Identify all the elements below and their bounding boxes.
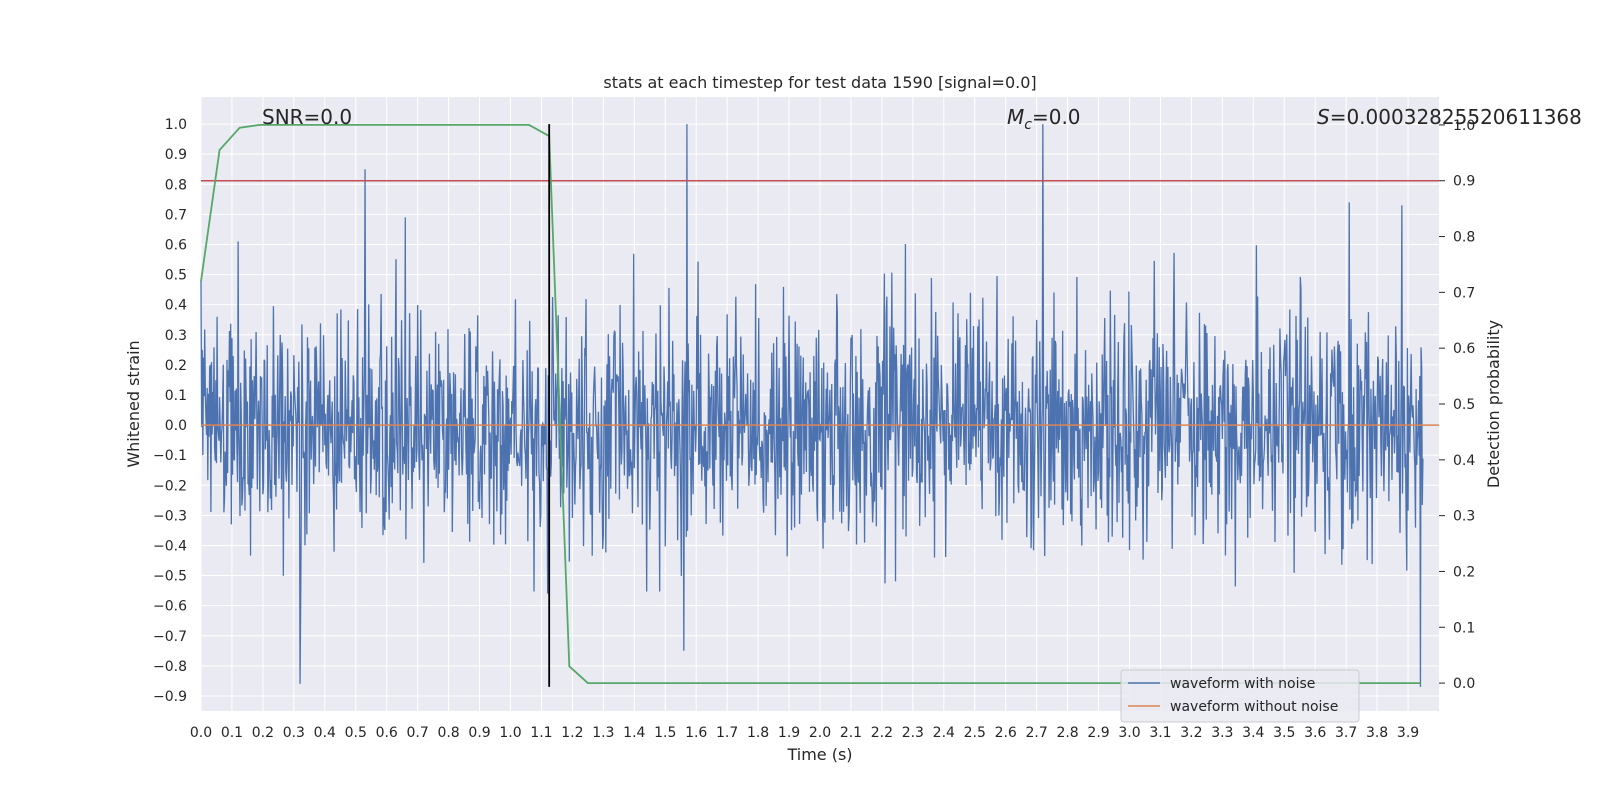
y-axis-label: Whitened strain	[124, 340, 143, 467]
chirp-mass-annotation: Mc=0.0	[1007, 105, 1081, 133]
snr-annotation: SNR=0.0	[262, 105, 352, 129]
x-tick-label: 1.7	[716, 725, 738, 741]
chirp-mass-value: =0.0	[1032, 105, 1081, 129]
x-axis-ticks: 0.0 0.1 0.2 0.3 0.4 0.5 0.6 0.7 0.8 0.9 1.0 1.1 1.2 1…	[190, 725, 1419, 741]
x-tick-label: 2.8	[1056, 725, 1078, 741]
x-tick-label: 0.6	[376, 725, 398, 741]
y-right-tick-label: 0.6	[1453, 341, 1475, 357]
y-tick-label: −0.1	[153, 448, 187, 464]
x-tick-label: 2.2	[871, 725, 893, 741]
grid	[200, 97, 1439, 711]
snr-s-annotation: S=0.00032825520611368	[1317, 105, 1582, 129]
y-tick-label: 0.7	[165, 207, 187, 223]
y-tick-label: −0.9	[153, 689, 187, 705]
x-tick-label: 2.7	[1026, 725, 1048, 741]
s-value: =0.00032825520611368	[1330, 105, 1582, 129]
x-tick-label: 2.3	[902, 725, 924, 741]
x-tick-label: 0.9	[468, 725, 490, 741]
y-tick-label: 0.8	[165, 177, 187, 193]
y-right-tick-label: 0.7	[1453, 285, 1475, 301]
x-tick-label: 3.6	[1304, 725, 1326, 741]
y-right-tick-label: 0.8	[1453, 230, 1475, 246]
y-right-tick-label: 1.0	[1453, 118, 1475, 134]
x-tick-label: 3.3	[1211, 725, 1233, 741]
x-tick-label: 0.8	[437, 725, 459, 741]
x-tick-label: 0.5	[345, 725, 367, 741]
legend-box	[1120, 669, 1360, 723]
x-tick-label: 3.0	[1118, 725, 1140, 741]
x-tick-label: 1.8	[747, 725, 769, 741]
x-tick-label: 1.5	[654, 725, 676, 741]
x-tick-label: 3.9	[1397, 725, 1419, 741]
y-tick-label: 0.0	[165, 418, 187, 434]
x-tick-label: 0.4	[314, 725, 336, 741]
y-right-tick-label: 0.0	[1453, 676, 1475, 692]
x-tick-label: 1.3	[592, 725, 614, 741]
x-tick-label: 0.0	[190, 725, 212, 741]
x-tick-label: 1.6	[685, 725, 707, 741]
x-tick-label: 1.4	[623, 725, 645, 741]
y-tick-label: −0.6	[153, 599, 187, 615]
y-tick-label: 0.9	[165, 147, 187, 163]
x-tick-label: 1.9	[778, 725, 800, 741]
x-tick-label: 2.4	[933, 725, 955, 741]
legend-label-noisy: waveform with noise	[1170, 676, 1315, 692]
y-right-tick-label: 0.4	[1453, 453, 1475, 469]
x-tick-label: 2.0	[809, 725, 831, 741]
y-axis-ticks: −0.9 −0.8 −0.7 −0.6 −0.5 −0.4 −0.3 −0.2 −0.1 0.0 0…	[153, 117, 187, 705]
x-tick-label: 0.3	[283, 725, 305, 741]
y-right-tick-label: 0.5	[1453, 397, 1475, 413]
y-tick-label: 0.2	[165, 358, 187, 374]
chirp-mass-subscript: c	[1024, 117, 1032, 133]
x-tick-label: 3.1	[1149, 725, 1171, 741]
y-right-axis-ticks: 0.0 0.1 0.2 0.3 0.4 0.5 0.6 0.7 0.8 0.9 1.0	[1439, 118, 1475, 692]
x-tick-label: 3.2	[1180, 725, 1202, 741]
y-right-tick-label: 0.2	[1453, 564, 1475, 580]
y-tick-label: 0.1	[165, 388, 187, 404]
x-tick-label: 0.1	[221, 725, 243, 741]
s-symbol: S	[1317, 105, 1330, 129]
x-tick-label: 3.5	[1273, 725, 1295, 741]
x-tick-label: 2.5	[964, 725, 986, 741]
y-right-tick-label: 0.3	[1453, 509, 1475, 525]
x-tick-label: 3.8	[1366, 725, 1388, 741]
x-tick-label: 2.1	[840, 725, 862, 741]
chirp-mass-symbol: M	[1007, 105, 1024, 129]
y-tick-label: −0.7	[153, 629, 187, 645]
legend: waveform with noise waveform without noi…	[1120, 669, 1360, 723]
x-tick-label: 2.6	[995, 725, 1017, 741]
y-right-tick-label: 0.9	[1453, 174, 1475, 190]
x-tick-label: 2.9	[1087, 725, 1109, 741]
marks	[200, 124, 1439, 687]
y-tick-label: 0.5	[165, 268, 187, 284]
x-tick-label: 0.2	[252, 725, 274, 741]
x-axis-label: Time (s)	[786, 745, 852, 764]
y-right-tick-label: 0.1	[1453, 620, 1475, 636]
y-tick-label: −0.3	[153, 508, 187, 524]
y-tick-label: −0.2	[153, 478, 187, 494]
series-waveform-with-noise	[200, 124, 1424, 687]
y-tick-label: 0.6	[165, 237, 187, 253]
x-tick-label: 3.4	[1242, 725, 1264, 741]
x-tick-label: 1.1	[530, 725, 552, 741]
y-tick-label: 0.3	[165, 328, 187, 344]
y-tick-label: −0.5	[153, 569, 187, 585]
x-tick-label: 1.0	[499, 725, 521, 741]
x-tick-label: 0.7	[407, 725, 429, 741]
x-tick-label: 3.7	[1335, 725, 1357, 741]
y-tick-label: 1.0	[165, 117, 187, 133]
y-tick-label: −0.8	[153, 659, 187, 675]
y-right-axis-label: Detection probability	[1484, 320, 1503, 488]
series-detection-probability	[200, 124, 1421, 684]
y-tick-label: −0.4	[153, 538, 187, 554]
y-tick-label: 0.4	[165, 298, 187, 314]
x-tick-label: 1.2	[561, 725, 583, 741]
legend-label-clean: waveform without noise	[1170, 699, 1338, 715]
chart-title: stats at each timestep for test data 159…	[603, 73, 1036, 92]
